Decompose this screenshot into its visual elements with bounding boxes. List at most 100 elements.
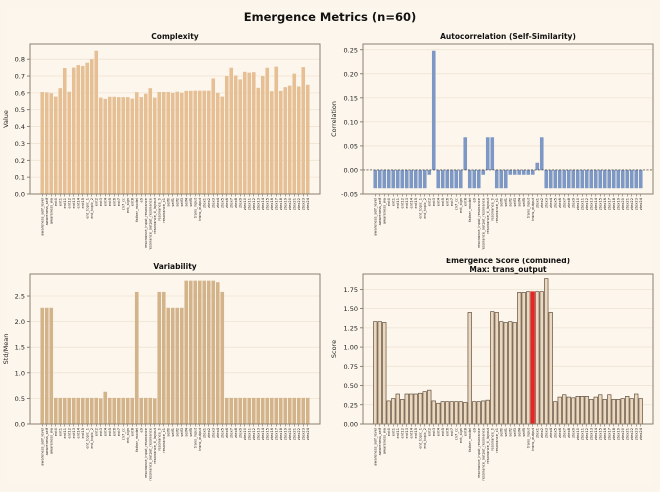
x-tick-label: ztex2 [207, 428, 211, 438]
bar-ent15 [80, 65, 85, 194]
x-tick-label: awareness_self_level [40, 198, 44, 236]
x-tick-label: trans_input [193, 197, 197, 218]
bar-resonance_input_resonance [476, 401, 481, 425]
x-tick-label: ent15 [81, 198, 85, 208]
x-tick-label: ent1 [391, 428, 395, 436]
bar-ztex2 [206, 280, 211, 424]
x-tick-label: ztex12 [585, 428, 589, 440]
y-tick-label: 0.50 [344, 382, 358, 390]
bar-ztex13 [589, 169, 594, 189]
x-tick-label: ent1 [58, 198, 62, 206]
x-tick-label: ent4 [103, 197, 107, 206]
bar-ent0 [53, 397, 58, 424]
x-tick-label: self3 [180, 198, 184, 207]
y-tick-label: 0.8 [15, 56, 25, 64]
bar-ent_sign [458, 169, 463, 189]
x-tick-label: ztex13 [256, 198, 260, 210]
x-tick-label: ztex24 [306, 427, 310, 440]
x-tick-label: ztex10 [576, 197, 580, 210]
bar-ent12 [67, 397, 72, 424]
x-tick-label: ztex19 [283, 427, 287, 440]
x-tick-label: ztex15 [265, 198, 269, 210]
x-tick-label: ent2 [427, 198, 431, 206]
bar-awareness_self [377, 169, 382, 189]
bar-ent6 [445, 169, 450, 189]
bar-ztex4 [215, 92, 220, 194]
bar-ztex1 [535, 291, 540, 425]
bar-ztex23 [634, 169, 639, 189]
y-tick-label: 0.25 [344, 401, 358, 409]
y-tick-label: 0.3 [15, 140, 25, 148]
bar-self0 [166, 92, 171, 194]
bar-ztex1 [202, 90, 207, 194]
x-tick-label: ent_topic_2 [423, 198, 427, 219]
x-tick-label: cn7_cc [121, 198, 125, 210]
x-tick-label: ztex1 [535, 198, 539, 208]
x-tick-label: ztex17 [274, 198, 278, 210]
bar-ztex22 [296, 397, 301, 424]
bar-trans_output [530, 291, 535, 425]
x-tick-label: awareness_self [378, 197, 382, 225]
x-tick-label: ztex17 [607, 428, 611, 440]
x-tick-label: ztex3 [211, 428, 215, 438]
bar-ztex16 [269, 397, 274, 424]
bar-ztex19 [616, 169, 621, 189]
bar-ztex14 [260, 76, 265, 194]
x-tick-label: ztex21 [292, 198, 296, 210]
x-tick-label: awareness_wa [49, 198, 53, 224]
x-tick-label: cn7_cc [454, 198, 458, 210]
x-tick-label: awareness_self [378, 427, 382, 455]
emergence-score-chart: 0.00 0.25 0.50 0.75 1.00 1.25 1.50 1.75 awarenes… [330, 258, 654, 481]
bar-ztex5 [553, 169, 558, 189]
bar-awareness_wa [382, 322, 387, 425]
bar-ztex1 [535, 162, 540, 170]
x-tick-label: ztex18 [279, 197, 283, 210]
bar-ztex16 [602, 169, 607, 189]
bar-ent0 [386, 169, 391, 189]
x-tick-label: ztex14 [261, 197, 265, 210]
x-tick-label: ztex11 [580, 198, 584, 210]
x-tick-label: ztex21 [625, 198, 629, 210]
chart-title: Variability [153, 262, 196, 271]
x-tick-label: ent8 [463, 197, 467, 206]
y-tick-label: 0.1 [15, 174, 25, 182]
x-tick-label: e9 [472, 197, 476, 202]
y-axis-label: Std/Mean [2, 334, 10, 365]
x-tick-label: ent11 [396, 428, 400, 438]
x-tick-label: ztex21 [625, 428, 629, 440]
bar-e9 [139, 397, 144, 424]
x-tick-label: cn7_cc [454, 428, 458, 440]
bar-ztex17 [607, 169, 612, 189]
x-tick-label: self4 [517, 197, 521, 206]
x-tick-label: awareness_wa [382, 198, 386, 224]
x-tick-label: awareness_wa [382, 428, 386, 454]
bar-ent5 [107, 397, 112, 424]
bar-ent_topic_2 [89, 59, 94, 194]
x-tick-label: ztex23 [634, 198, 638, 210]
x-tick-label: ztex10 [576, 427, 580, 440]
x-tick-label: ztex9 [238, 427, 242, 438]
bar-self1 [170, 92, 175, 194]
y-tick-label: 0.6 [15, 89, 25, 97]
bar-cn7_cc [121, 97, 126, 194]
bar-self0 [499, 321, 504, 425]
x-tick-label: resonance_c1 [162, 428, 166, 453]
x-tick-label: ztex7 [229, 198, 233, 208]
x-tick-label: ztex9 [571, 197, 575, 208]
x-tick-label: ent2 [427, 428, 431, 436]
x-tick-label: ztex17 [607, 198, 611, 210]
x-tick-label: trans_output [198, 427, 202, 450]
bar-ztex23 [301, 397, 306, 424]
x-tick-label: ztex14 [594, 197, 598, 210]
x-tick-label: ztex13 [256, 428, 260, 440]
y-tick-label: 1.0 [15, 369, 25, 377]
bar-awareness_self_level [373, 321, 378, 425]
bar-resonance_c1 [161, 92, 166, 194]
bar-ztex6 [557, 169, 562, 189]
bar-ent6 [112, 397, 117, 424]
x-tick-label: ztex7 [229, 428, 233, 438]
x-tick-label: ztex12 [585, 198, 589, 210]
figure-suptitle: Emergence Metrics (n=60) [243, 10, 417, 24]
x-tick-label: ztex8 [567, 427, 571, 438]
bar-ent7 [449, 169, 454, 189]
